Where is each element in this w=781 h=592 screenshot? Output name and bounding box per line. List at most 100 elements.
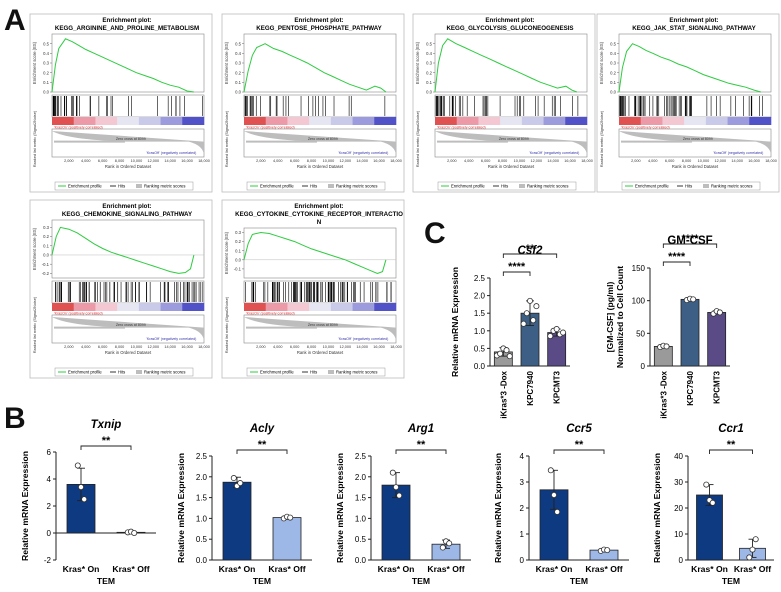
x-tick-label: 6,000 — [481, 159, 491, 163]
legend-label-ranking: Ranking metric scores — [527, 184, 568, 189]
rank-color-bar-segment — [543, 117, 566, 125]
x-tick-label: 10,000 — [131, 159, 143, 163]
y-tick-label: -2 — [44, 556, 52, 565]
x-axis-label: Rank in Ordered Dataset — [672, 164, 719, 169]
zero-cross-label: Zero cross at 8099 — [499, 137, 529, 141]
x-tick-label: 14,000 — [164, 345, 176, 349]
es-plot-area — [243, 227, 397, 279]
es-ytick-label: 0.2 — [43, 234, 49, 239]
data-point — [287, 514, 294, 521]
group-label: TEM — [253, 576, 271, 586]
x-tick-label: 4,000 — [273, 345, 283, 349]
significance-bracket — [553, 449, 605, 454]
y-tick-label: 2.5 — [355, 452, 367, 461]
ranking-metric-area — [52, 131, 204, 156]
data-point — [690, 296, 697, 303]
legend-label-ranking: Ranking metric scores — [144, 370, 185, 375]
y-axis-label: Relative mRNA Expression — [652, 453, 662, 563]
bar — [707, 312, 727, 367]
legend-label-enrichment: Enrichment profile — [451, 184, 485, 189]
data-point — [551, 491, 558, 498]
x-tick-label: 8,000 — [115, 345, 125, 349]
es-ytick-label: 0.5 — [43, 41, 49, 46]
ranking-metric-area — [435, 131, 587, 156]
x-tick-label: 2,000 — [447, 159, 457, 163]
gsea-panel: Enrichment plot:KEGG_ARGININE_AND_PROLIN… — [29, 13, 213, 193]
es-ytick-label: 0.3 — [610, 61, 616, 66]
ranking-metric-area — [52, 317, 204, 342]
legend-swatch-ranking — [703, 184, 709, 188]
category-label: iKras*3 -Dox — [659, 370, 668, 418]
es-ytick-label: 0.3 — [43, 225, 49, 230]
es-ytick-label: 0.1 — [235, 80, 241, 85]
x-axis-label: Rank in Ordered Dataset — [297, 164, 344, 169]
legend-swatch-ranking — [519, 184, 525, 188]
es-ytick-label: 0.3 — [426, 61, 432, 66]
rank-color-bar-segment — [265, 303, 288, 311]
y-tick-label: 1.0 — [474, 327, 486, 336]
y-tick-label: 2.0 — [355, 473, 367, 482]
chart-title: Arg1 — [407, 423, 434, 435]
legend-label-ranking: Ranking metric scores — [144, 184, 185, 189]
es-ytick-label: 0.4 — [235, 51, 241, 56]
es-ytick-label: 0.2 — [43, 70, 49, 75]
enrichment-profile-line — [51, 226, 195, 274]
zero-cross-label: Zero cross at 8099 — [308, 323, 338, 327]
metric-axis-label: Ranked list metric (Signal2Noise) — [600, 110, 604, 167]
es-ytick-label: 0.2 — [235, 70, 241, 75]
significance-bracket — [662, 243, 718, 248]
legend-swatch-ranking — [328, 184, 334, 188]
data-point — [439, 544, 446, 551]
x-tick-label: 10,000 — [323, 345, 335, 349]
legend-label-hits: Hits — [118, 184, 125, 189]
significance-label: ** — [102, 435, 111, 447]
legend-label-ranking: Ranking metric scores — [336, 184, 377, 189]
rank-color-bar-segment — [640, 117, 663, 125]
es-ytick-label: -0.2 — [42, 271, 50, 276]
gsea-title-prefix: Enrichment plot: — [102, 17, 151, 24]
data-point — [446, 540, 453, 547]
legend-label-enrichment: Enrichment profile — [260, 184, 294, 189]
x-tick-label: 10,000 — [131, 345, 143, 349]
chart-title: Acly — [249, 423, 275, 435]
data-point — [503, 347, 510, 354]
data-point — [131, 530, 138, 537]
y-tick-label: 1.5 — [474, 309, 486, 318]
y-tick-label: 4 — [520, 452, 525, 461]
x-tick-label: 8,000 — [498, 159, 508, 163]
es-ytick-label: 0.4 — [43, 51, 49, 56]
gsea-panel: Enrichment plot:KEGG_GLYCOLYSIS_GLUCONEO… — [412, 13, 596, 193]
rank-color-bar-segment — [521, 117, 544, 125]
x-tick-label: 18,000 — [198, 159, 210, 163]
y-tick-label: 0 — [641, 362, 646, 371]
data-point — [78, 484, 85, 491]
ranking-metric-area — [619, 131, 771, 156]
rank-color-bar-segment — [309, 117, 332, 125]
data-point — [554, 508, 561, 515]
gsea-panels: Enrichment plot:KEGG_ARGININE_AND_PROLIN… — [29, 13, 780, 379]
significance-label: ** — [575, 439, 584, 451]
es-ytick-label: 0.3 — [43, 61, 49, 66]
rank-color-bar-segment — [330, 303, 353, 311]
rank-color-bar-segment — [265, 117, 288, 125]
gsea-frame — [596, 13, 780, 193]
category-label: Kras* On — [63, 564, 100, 574]
data-point — [392, 484, 399, 491]
positive-correlation-label: 'KrasOn' (positively correlated) — [54, 126, 103, 130]
rank-color-bar-segment — [565, 117, 588, 125]
gsea-title-prefix: Enrichment plot: — [294, 203, 343, 210]
x-tick-label: 16,000 — [373, 345, 385, 349]
es-axis-label: Enrichment score (ES) — [415, 41, 420, 84]
positive-correlation-label: 'KrasOn' (positively correlated) — [437, 126, 486, 130]
rank-color-bar-segment — [500, 117, 523, 125]
rank-color-bar-segment — [95, 303, 118, 311]
rank-color-bar-segment — [619, 117, 642, 125]
category-label: KPCMT3 — [713, 370, 722, 403]
group-label: TEM — [722, 576, 740, 586]
gsea-title-prefix: Enrichment plot: — [294, 17, 343, 24]
category-label: Kras* On — [378, 564, 415, 574]
x-tick-label: 18,000 — [765, 159, 777, 163]
y-tick-label: 4 — [47, 475, 52, 484]
rank-color-bar-segment — [478, 117, 501, 125]
